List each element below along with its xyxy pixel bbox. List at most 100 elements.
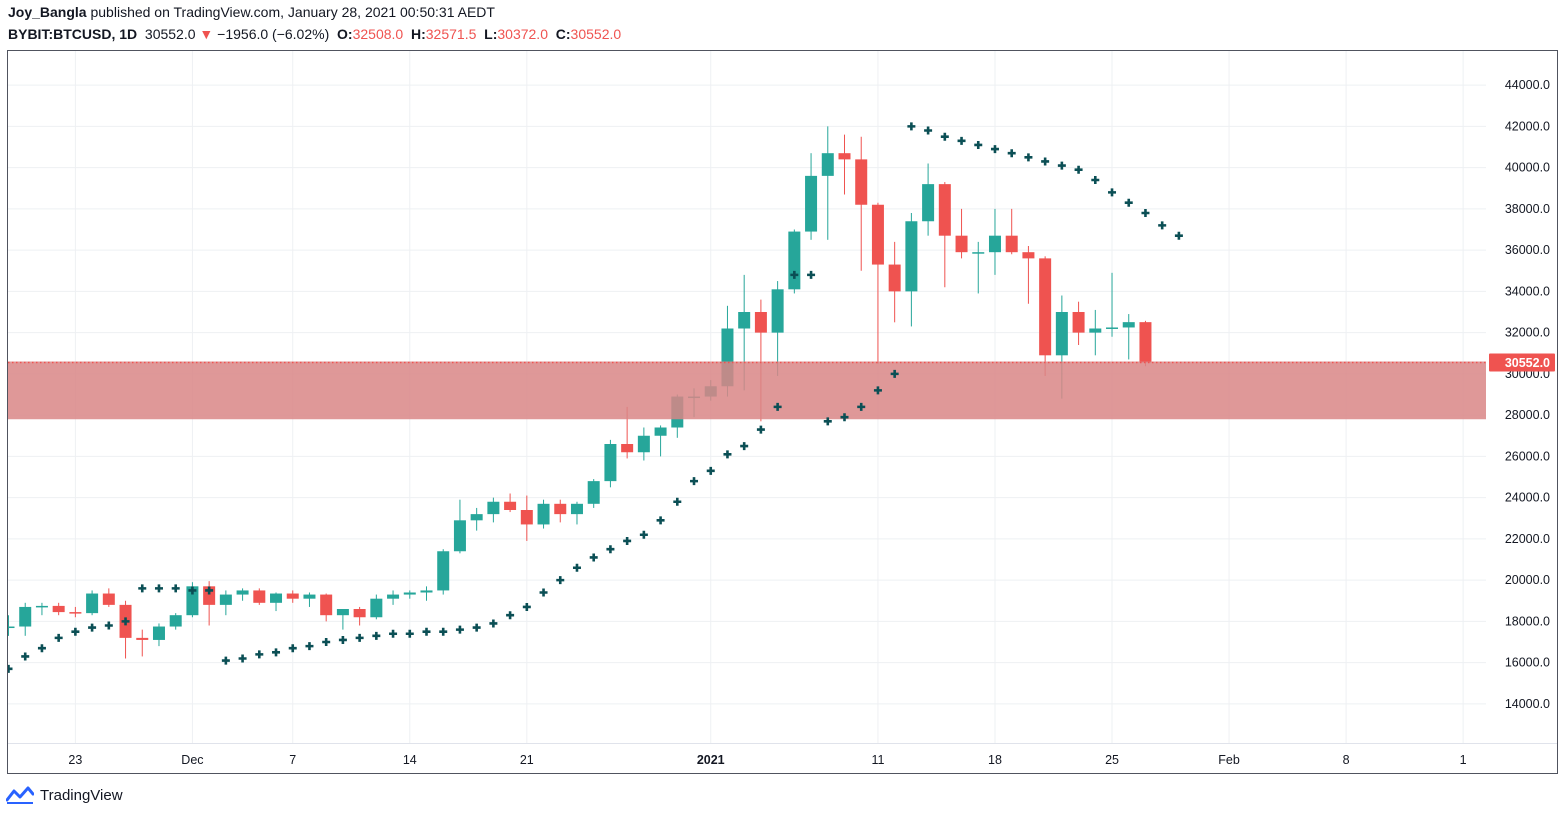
candle-body [470, 514, 483, 521]
sar-point [639, 530, 648, 539]
y-tick-label: 24000.0 [1505, 491, 1550, 505]
y-tick-label: 14000.0 [1505, 697, 1550, 711]
candle-body [86, 593, 99, 614]
price-chart[interactable]: 14000.0 16000.0 18000.0 20000.0 22000.0 24000… [8, 51, 1557, 773]
x-tick-label: 11 [871, 753, 884, 767]
candle-body [504, 501, 517, 510]
x-tick-label: 2021 [697, 753, 725, 767]
sar-point [255, 650, 264, 659]
sar-point [1007, 149, 1016, 158]
y-tick-label: 42000.0 [1505, 119, 1550, 133]
y-tick-label: 28000.0 [1505, 408, 1550, 422]
candle-body [102, 593, 115, 605]
x-tick-label: 21 [520, 753, 534, 767]
sar-point [656, 516, 665, 525]
symbol-legend: BYBIT:BTCUSD, 1D 30552.0 ▼ −1956.0 (−6.0… [8, 26, 621, 42]
candle-body [570, 503, 583, 515]
candle-body [420, 590, 433, 593]
sar-point [873, 386, 882, 395]
open-label: O: [337, 26, 353, 42]
low-label: L: [484, 26, 498, 42]
candle-body [253, 590, 266, 603]
sar-point [907, 122, 916, 131]
change-arrow-icon: ▼ [199, 26, 214, 42]
y-tick-label: 44000.0 [1505, 78, 1550, 92]
sar-point [37, 644, 46, 653]
candle-body [754, 312, 767, 333]
tradingview-logo-icon[interactable] [6, 786, 34, 804]
candle-body [52, 605, 65, 613]
candle-body [387, 594, 400, 599]
candle-body [888, 264, 901, 292]
candle-body [236, 590, 249, 595]
candle-body [821, 153, 834, 176]
candle-body [270, 593, 283, 603]
candle-body [771, 289, 784, 333]
candle-body [537, 503, 550, 525]
candle-body [604, 444, 617, 482]
sar-point [54, 633, 63, 642]
sar-point [556, 576, 565, 585]
author-name[interactable]: Joy_Bangla [8, 4, 87, 20]
sar-point [790, 270, 799, 279]
candle-body [69, 612, 82, 614]
sar-point [288, 644, 297, 653]
candle-body [35, 605, 48, 608]
candle-body [336, 609, 349, 616]
candle-body [186, 586, 199, 616]
sar-point [171, 584, 180, 593]
candle-body [1089, 328, 1102, 333]
candle-body [353, 609, 366, 618]
y-tick-label: 38000.0 [1505, 202, 1550, 216]
sar-point [506, 611, 515, 620]
sar-point [1124, 198, 1133, 207]
price-change: −1956.0 (−6.02%) [217, 26, 330, 42]
candle-body [988, 235, 1001, 253]
symbol-name[interactable]: BYBIT:BTCUSD, 1D [8, 26, 138, 42]
candle-body [1139, 322, 1152, 363]
sar-point [690, 477, 699, 486]
chart-frame[interactable]: 14000.0 16000.0 18000.0 20000.0 22000.0 24000… [7, 50, 1558, 774]
sar-point [924, 126, 933, 135]
y-tick-label: 18000.0 [1505, 614, 1550, 628]
tradingview-brand[interactable]: TradingView [40, 786, 123, 804]
y-tick-label: 22000.0 [1505, 532, 1550, 546]
sar-point [405, 629, 414, 638]
sar-point [305, 642, 314, 651]
candle-body [788, 231, 801, 290]
sar-point [807, 270, 816, 279]
sar-point [8, 664, 13, 673]
close-label: C: [555, 26, 571, 42]
sar-point [857, 402, 866, 411]
last-price-label: 30552.0 [1505, 356, 1550, 370]
candle-body [320, 594, 333, 616]
candle-body [169, 615, 182, 627]
y-tick-label: 26000.0 [1505, 449, 1550, 463]
sar-point [489, 619, 498, 628]
candle-body [487, 501, 500, 515]
sar-point [1108, 188, 1117, 197]
sar-point [1057, 161, 1066, 170]
sar-point [840, 413, 849, 422]
candle-body [938, 184, 951, 236]
footer: TradingView [6, 786, 123, 804]
sar-point [673, 497, 682, 506]
candle-body [838, 153, 851, 160]
candle-body [1039, 258, 1052, 356]
sar-point [606, 545, 615, 554]
sar-point [706, 466, 715, 475]
candle-body [1005, 235, 1018, 253]
sar-point [756, 425, 765, 434]
sar-point [439, 627, 448, 636]
sar-point [372, 631, 381, 640]
sar-point [71, 627, 80, 636]
candle-body [972, 252, 985, 254]
y-tick-label: 36000.0 [1505, 243, 1550, 257]
candle-body [437, 551, 450, 591]
high-value: 32571.5 [425, 26, 477, 42]
sar-point [188, 586, 197, 595]
x-tick-label: Dec [181, 753, 203, 767]
sar-point [472, 623, 481, 632]
candle-body [1072, 312, 1085, 333]
candle-body [621, 444, 634, 453]
